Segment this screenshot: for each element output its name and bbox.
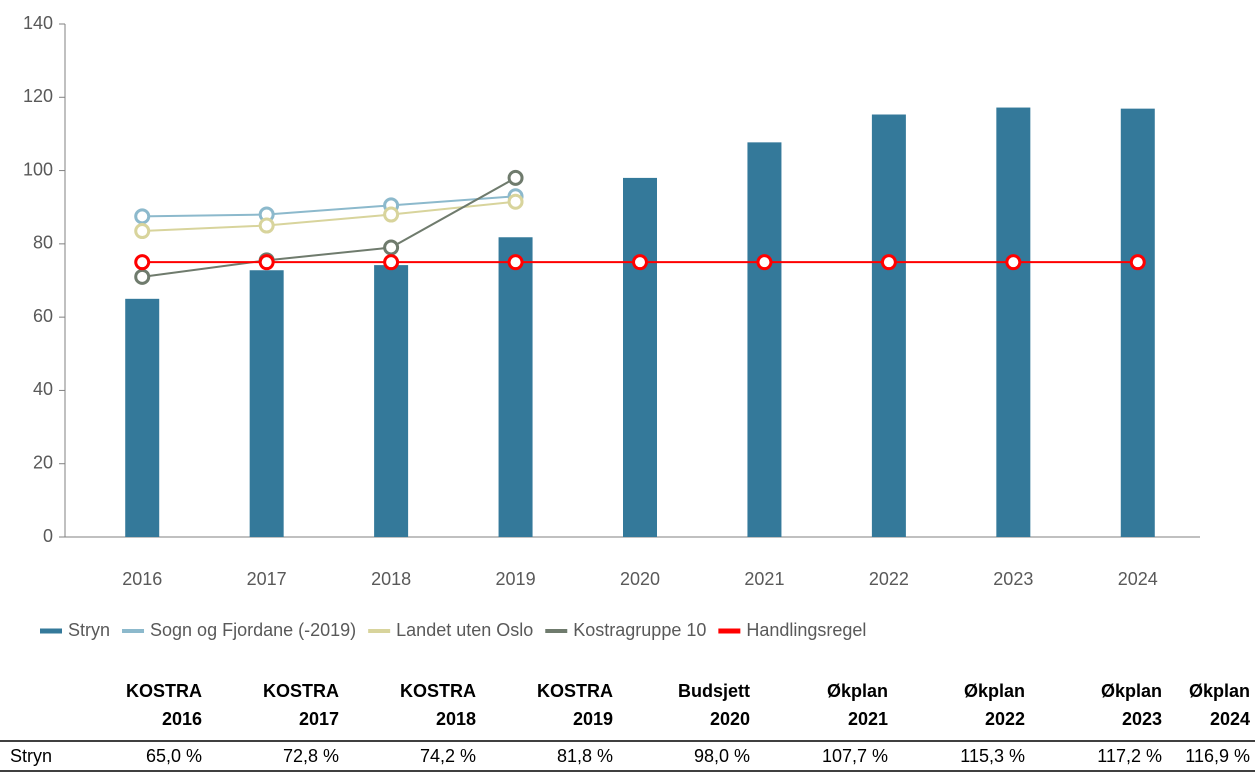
- table-header: 2019: [573, 709, 613, 729]
- y-tick-label: 40: [33, 379, 53, 399]
- table-cell: 98,0 %: [694, 746, 750, 766]
- bar: [1120, 108, 1155, 538]
- marker: [632, 254, 648, 271]
- line: [142, 200, 516, 233]
- table-header: 2016: [162, 709, 202, 729]
- marker: [134, 254, 151, 271]
- x-tick-label: 2019: [496, 569, 536, 589]
- legend-label: Sogn og Fjordane (-2019): [150, 620, 356, 640]
- table: KOSTRA 2016 KOSTRA 2017 KOSTRA 2018 KOSTRA 2019…: [0, 681, 1255, 772]
- legend-label: Stryn: [68, 620, 110, 640]
- y-tick-label: 80: [33, 233, 53, 253]
- table-header: 2017: [299, 709, 339, 729]
- table-header: Økplan: [1189, 681, 1250, 701]
- x-tick-label: 2021: [744, 569, 784, 589]
- table-cell: 115,3 %: [960, 746, 1025, 766]
- bar: [498, 237, 533, 538]
- table-header: 2024: [1210, 709, 1250, 729]
- bar: [623, 177, 657, 537]
- x-tick-label: 2016: [122, 569, 162, 589]
- y-tick-label: 120: [23, 86, 53, 106]
- marker: [258, 254, 275, 271]
- table-header: 2020: [710, 709, 750, 729]
- marker: [134, 268, 151, 285]
- bar: [996, 107, 1031, 537]
- marker: [507, 169, 524, 186]
- marker: [1005, 254, 1022, 271]
- marker: [134, 223, 151, 240]
- marker: [383, 254, 400, 271]
- marker: [756, 254, 773, 271]
- y-tick-label: 0: [43, 526, 53, 546]
- table-header: KOSTRA: [400, 681, 476, 701]
- table-cell: 72,8 %: [283, 746, 339, 766]
- table-cell: 74,2 %: [420, 746, 476, 766]
- table-cell: 117,2 %: [1097, 746, 1162, 766]
- legend-label: Handlingsregel: [746, 620, 866, 640]
- table-header: KOSTRA: [537, 681, 613, 701]
- x-tick-label: 2024: [1118, 569, 1158, 589]
- marker: [507, 193, 524, 210]
- x-tick-label: 2018: [371, 569, 411, 589]
- x-tick-label: 2023: [993, 569, 1033, 589]
- y-tick-label: 20: [33, 452, 53, 472]
- table-header: 2022: [985, 709, 1025, 729]
- table-cell: 107,7 %: [822, 746, 888, 766]
- bar: [871, 114, 906, 537]
- table-cell: Stryn: [10, 746, 52, 766]
- x-tick-label: 2020: [620, 569, 660, 589]
- x-tick-label: 2022: [869, 569, 909, 589]
- y-tick-label: 100: [23, 159, 53, 179]
- marker: [383, 206, 400, 223]
- marker: [1129, 254, 1146, 271]
- marker: [880, 254, 897, 271]
- marker: [258, 217, 275, 234]
- table-header: 2021: [848, 709, 888, 729]
- table-header: KOSTRA: [126, 681, 202, 701]
- table-cell: 65,0 %: [146, 746, 202, 766]
- y-tick-label: 140: [23, 13, 53, 33]
- line: [142, 177, 517, 278]
- bar: [374, 265, 409, 537]
- bar: [249, 270, 284, 537]
- table-cell: 81,8 %: [557, 746, 613, 766]
- table-header: Økplan: [827, 681, 888, 701]
- bar: [125, 298, 160, 537]
- table-header: Budsjett: [678, 681, 750, 701]
- table-header: Økplan: [964, 681, 1025, 701]
- bar: [747, 142, 782, 537]
- legend-label: Landet uten Oslo: [396, 620, 533, 640]
- table-header: 2018: [436, 709, 476, 729]
- table-header: Økplan: [1101, 681, 1162, 701]
- x-tick-label: 2017: [247, 569, 287, 589]
- table-header: 2023: [1122, 709, 1162, 729]
- marker: [507, 254, 524, 271]
- y-tick-label: 60: [33, 306, 53, 326]
- legend-label: Kostragruppe 10: [573, 620, 706, 640]
- table-header: KOSTRA: [263, 681, 339, 701]
- marker: [134, 208, 151, 225]
- table-cell: 116,9 %: [1185, 746, 1250, 766]
- marker: [383, 239, 400, 256]
- line: [142, 195, 516, 218]
